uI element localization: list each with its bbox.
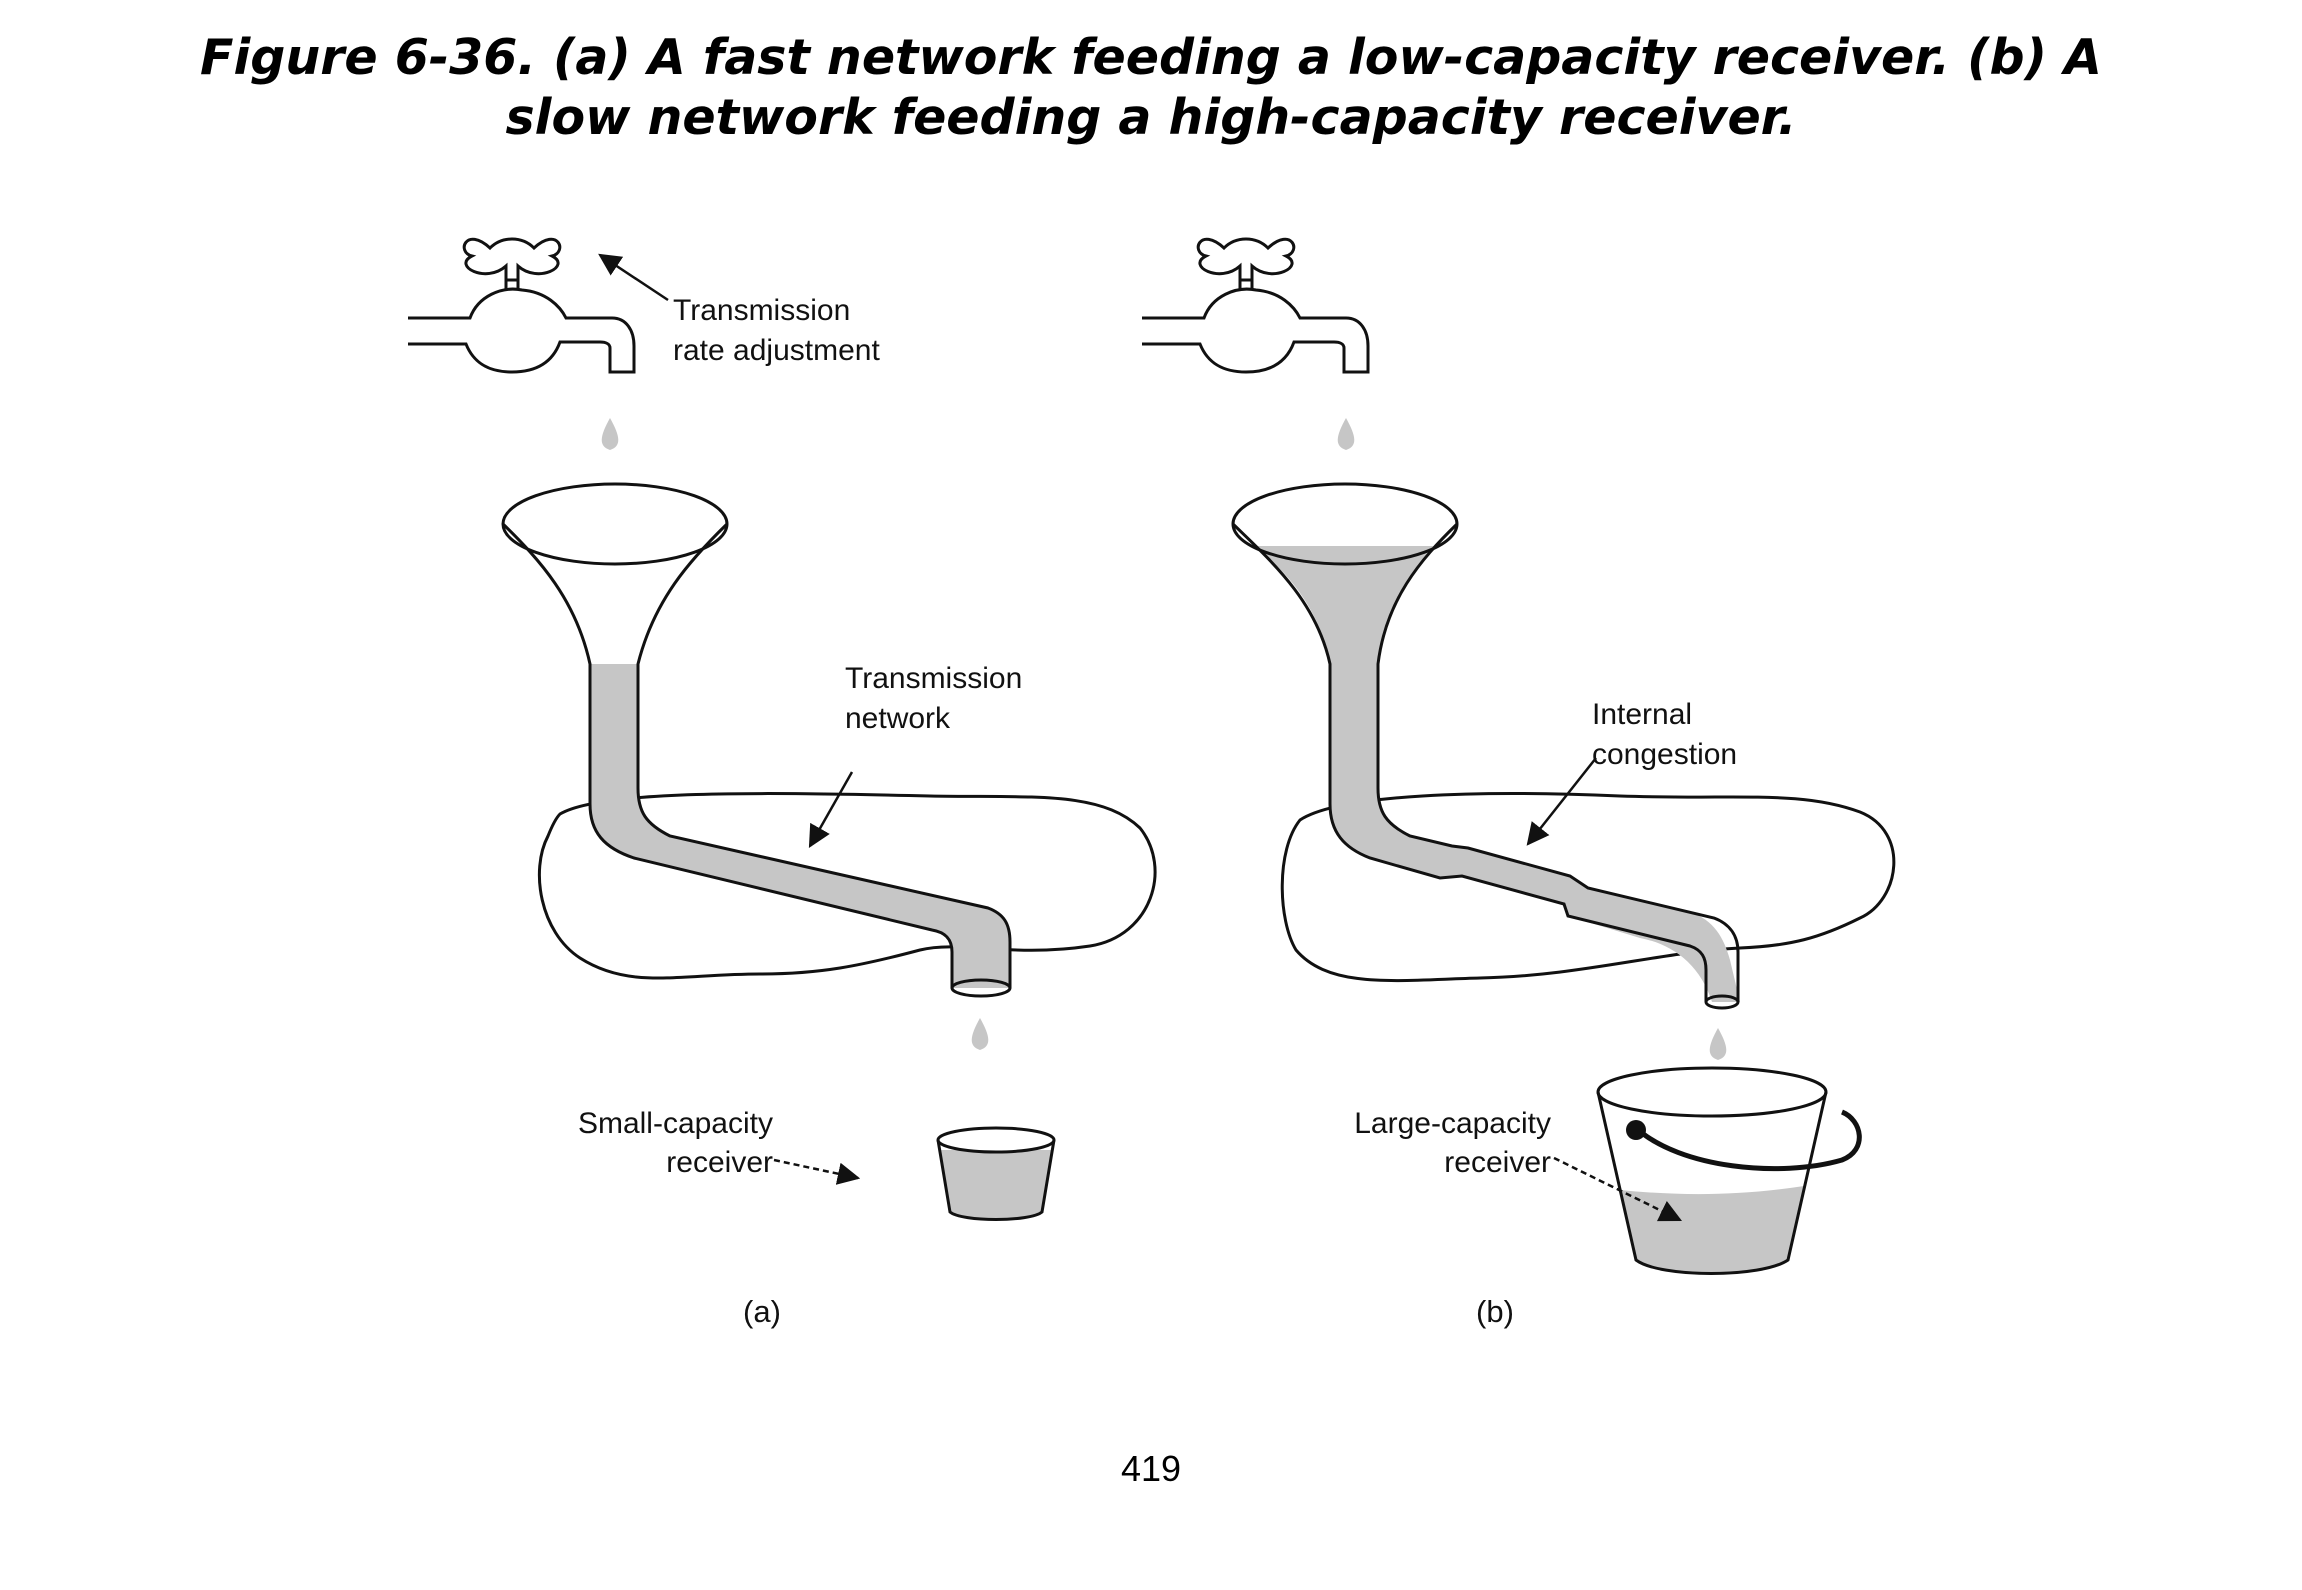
drop-b-bottom [1709, 1028, 1727, 1060]
faucet-a [408, 237, 636, 374]
arrow-rate-adjustment [598, 253, 669, 302]
large-receiver-label-2: receiver [1444, 1146, 1551, 1179]
funnel-pipe-a [501, 482, 1012, 998]
network-label-1: Transmission [845, 662, 1022, 695]
drop-a-top [601, 418, 619, 450]
drop-a-bottom [971, 1018, 989, 1050]
page-number: 419 [1120, 1448, 1182, 1489]
panel-a-label: (a) [743, 1294, 781, 1329]
panel-b: Internal congestion Large-capacity recei… [1142, 237, 1896, 1329]
faucet-b [1142, 237, 1370, 374]
funnel-pipe-b [1231, 482, 1740, 1010]
arrow-congestion [1526, 757, 1597, 846]
large-receiver-label-1: Large-capacity [1354, 1107, 1551, 1140]
small-receiver-label-2: receiver [666, 1146, 773, 1179]
congestion-label-2: congestion [1592, 738, 1737, 771]
arrow-small-receiver [773, 1158, 861, 1185]
network-blob-b [1280, 792, 1896, 983]
network-label-2: network [845, 702, 951, 735]
congestion-label-1: Internal [1592, 698, 1692, 731]
rate-adjustment-label-1: Transmission [673, 294, 850, 327]
figure-caption: Figure 6-36. (a) A fast network feeding … [0, 28, 2302, 148]
large-capacity-receiver [1596, 1066, 1862, 1275]
small-capacity-receiver [936, 1126, 1056, 1221]
caption-line-2: slow network feeding a high-capacity rec… [505, 89, 1797, 146]
panel-b-label: (b) [1476, 1294, 1514, 1329]
caption-line-1: Figure 6-36. (a) A fast network feeding … [200, 29, 2102, 86]
drop-b-top [1337, 418, 1355, 450]
rate-adjustment-label-2: rate adjustment [673, 334, 880, 367]
panel-a: Transmission rate adjustment Transmissio… [408, 237, 1157, 1329]
arrow-network [808, 771, 854, 848]
arrow-large-receiver [1553, 1156, 1683, 1222]
small-receiver-label-1: Small-capacity [578, 1107, 773, 1140]
